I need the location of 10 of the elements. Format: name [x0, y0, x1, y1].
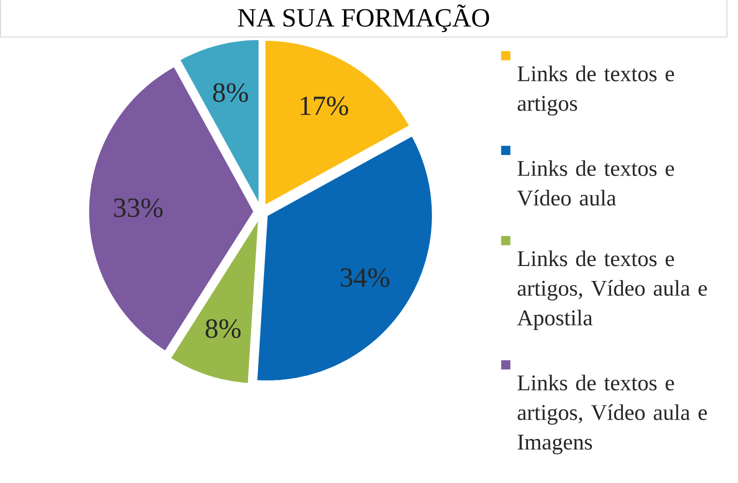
data-label: 34%: [340, 268, 390, 287]
legend-label: Links de textos e artigos, Vídeo aula e Apostila: [517, 250, 707, 330]
legend-label: Links de textos e artigos, Vídeo aula e Imagens: [518, 374, 707, 454]
legend-label: Links de textos e artigos: [518, 65, 674, 116]
data-label: 8%: [206, 319, 241, 338]
data-label: 8%: [213, 83, 248, 102]
data-label: 17%: [300, 96, 348, 116]
chart-title: NA SUA FORMAÇÃO: [238, 4, 490, 32]
data-label: 33%: [114, 198, 163, 218]
legend-label: Links de textos e Vídeo aula: [517, 160, 674, 206]
